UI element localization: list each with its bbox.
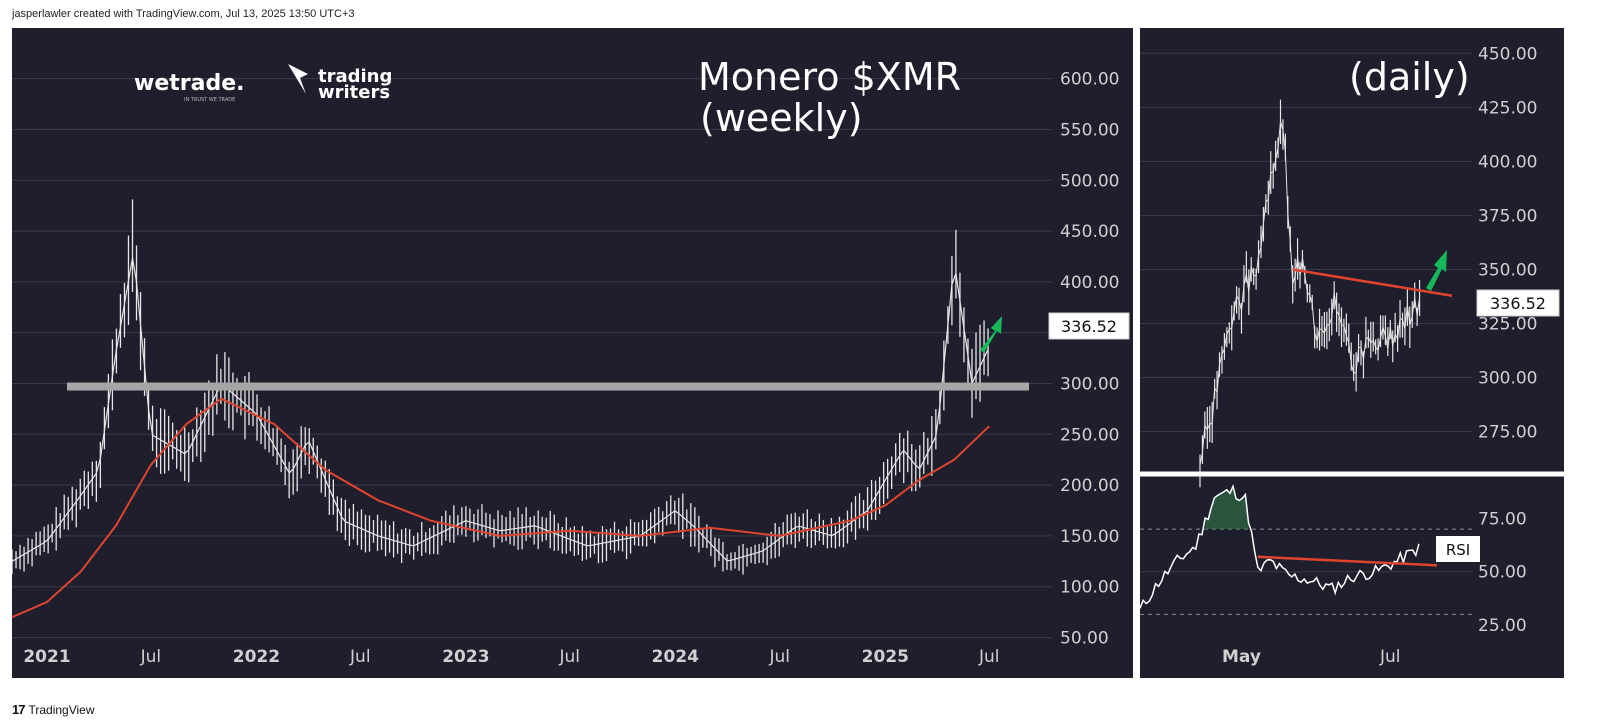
x-tick-label: 2021 <box>23 647 70 667</box>
y-tick-label: 25.00 <box>1478 616 1527 636</box>
svg-text:RSI: RSI <box>1446 541 1470 559</box>
y-tick-label: 50.00 <box>1060 629 1109 649</box>
y-tick-label: 50.00 <box>1478 563 1527 583</box>
rsi-label: RSI <box>1436 536 1480 562</box>
y-tick-label: 425.00 <box>1478 98 1537 118</box>
y-tick-label: 150.00 <box>1060 527 1119 547</box>
price-line <box>1199 121 1421 465</box>
daily-trendline <box>1292 268 1453 297</box>
y-tick-label: 550.00 <box>1060 120 1119 140</box>
y-tick-label: 450.00 <box>1060 222 1119 242</box>
y-tick-label: 250.00 <box>1060 425 1119 445</box>
weekly-chart-svg[interactable]: 600.00550.00500.00450.00400.00350.00300.… <box>12 28 1133 678</box>
weekly-x-axis: 2021 Jul 2022 Jul 2023 Jul 2024 Jul 2025 Jul <box>23 647 999 667</box>
wetrade-tagline: IN TRUST WE TRADE <box>184 97 235 103</box>
x-tick-label: 2024 <box>652 647 699 667</box>
up-arrow-icon <box>980 316 1002 353</box>
y-tick-label: 200.00 <box>1060 476 1119 496</box>
daily-last-price-label: 336.52 <box>1476 289 1560 317</box>
rsi-gridlines <box>1140 528 1472 615</box>
chart-header: jasperlawler created with TradingView.co… <box>12 8 355 20</box>
trading-writers-logo: trading writers <box>288 64 392 103</box>
weekly-chart-panel[interactable]: 600.00550.00500.00450.00400.00350.00300.… <box>12 28 1133 678</box>
y-tick-label: 100.00 <box>1060 578 1119 598</box>
tradingview-footer: 17 TradingView <box>12 702 95 717</box>
svg-text:336.52: 336.52 <box>1061 317 1117 336</box>
y-tick-label: 450.00 <box>1478 44 1537 64</box>
svg-text:336.52: 336.52 <box>1490 294 1546 313</box>
daily-gridlines <box>1140 52 1472 433</box>
x-tick-label: Jul <box>558 647 580 667</box>
y-tick-label: 500.00 <box>1060 171 1119 191</box>
daily-chart-panel[interactable]: 450.00 425.00 400.00 375.00 350.00 325.00 300.… <box>1140 28 1564 678</box>
x-tick-label: Jul <box>1379 647 1401 667</box>
daily-y-axis: 450.00 425.00 400.00 375.00 350.00 325.00 300.… <box>1478 44 1537 442</box>
x-tick-label: Jul <box>140 647 162 667</box>
y-tick-label: 375.00 <box>1478 206 1537 226</box>
weekly-title: Monero $XMR <box>698 55 961 99</box>
x-tick-label: Jul <box>978 647 1000 667</box>
rsi-line <box>1140 483 1420 609</box>
trading-writers-icon <box>288 64 308 94</box>
weekly-subtitle: (weekly) <box>700 96 863 140</box>
weekly-last-price-label: 336.52 <box>1048 312 1130 340</box>
y-tick-label: 350.00 <box>1478 260 1537 280</box>
y-tick-label: 400.00 <box>1478 152 1537 172</box>
daily-series <box>1140 99 1564 488</box>
x-tick-label: 2022 <box>233 647 280 667</box>
y-tick-label: 275.00 <box>1478 423 1537 443</box>
y-tick-label: 325.00 <box>1478 314 1537 334</box>
y-tick-label: 300.00 <box>1478 369 1537 389</box>
moving-average-line <box>12 397 990 619</box>
x-tick-label: Jul <box>769 647 791 667</box>
x-tick-label: May <box>1222 647 1261 667</box>
rsi-series <box>1140 483 1438 609</box>
y-tick-label: 600.00 <box>1060 70 1119 90</box>
tradingview-brand: TradingView <box>28 702 95 717</box>
y-tick-label: 400.00 <box>1060 273 1119 293</box>
daily-title: (daily) <box>1349 55 1470 99</box>
price-line <box>12 257 989 562</box>
trading-writers-line1: trading <box>318 66 392 87</box>
wetrade-logo-text: wetrade. <box>134 71 244 96</box>
wetrade-logo: wetrade. IN TRUST WE TRADE <box>134 71 244 103</box>
resistance-band <box>67 382 1029 391</box>
up-arrow-icon <box>1426 250 1447 291</box>
tradingview-logo-icon: 17 <box>12 702 26 717</box>
weekly-y-axis: 600.00550.00500.00450.00400.00350.00300.… <box>1060 70 1119 649</box>
daily-x-axis: May Jul <box>1222 647 1401 667</box>
rsi-trendline <box>1257 555 1438 567</box>
x-tick-label: 2025 <box>862 647 909 667</box>
trading-writers-line2: writers <box>318 82 390 103</box>
x-tick-label: 2023 <box>442 647 489 667</box>
y-tick-label: 300.00 <box>1060 374 1119 394</box>
weekly-gridlines <box>12 78 1052 639</box>
x-tick-label: Jul <box>349 647 371 667</box>
y-tick-label: 75.00 <box>1478 509 1527 529</box>
daily-chart-svg[interactable]: 450.00 425.00 400.00 375.00 350.00 325.00 300.… <box>1140 28 1564 678</box>
weekly-series <box>12 199 990 619</box>
rsi-y-axis: 75.00 50.00 25.00 <box>1478 509 1527 636</box>
